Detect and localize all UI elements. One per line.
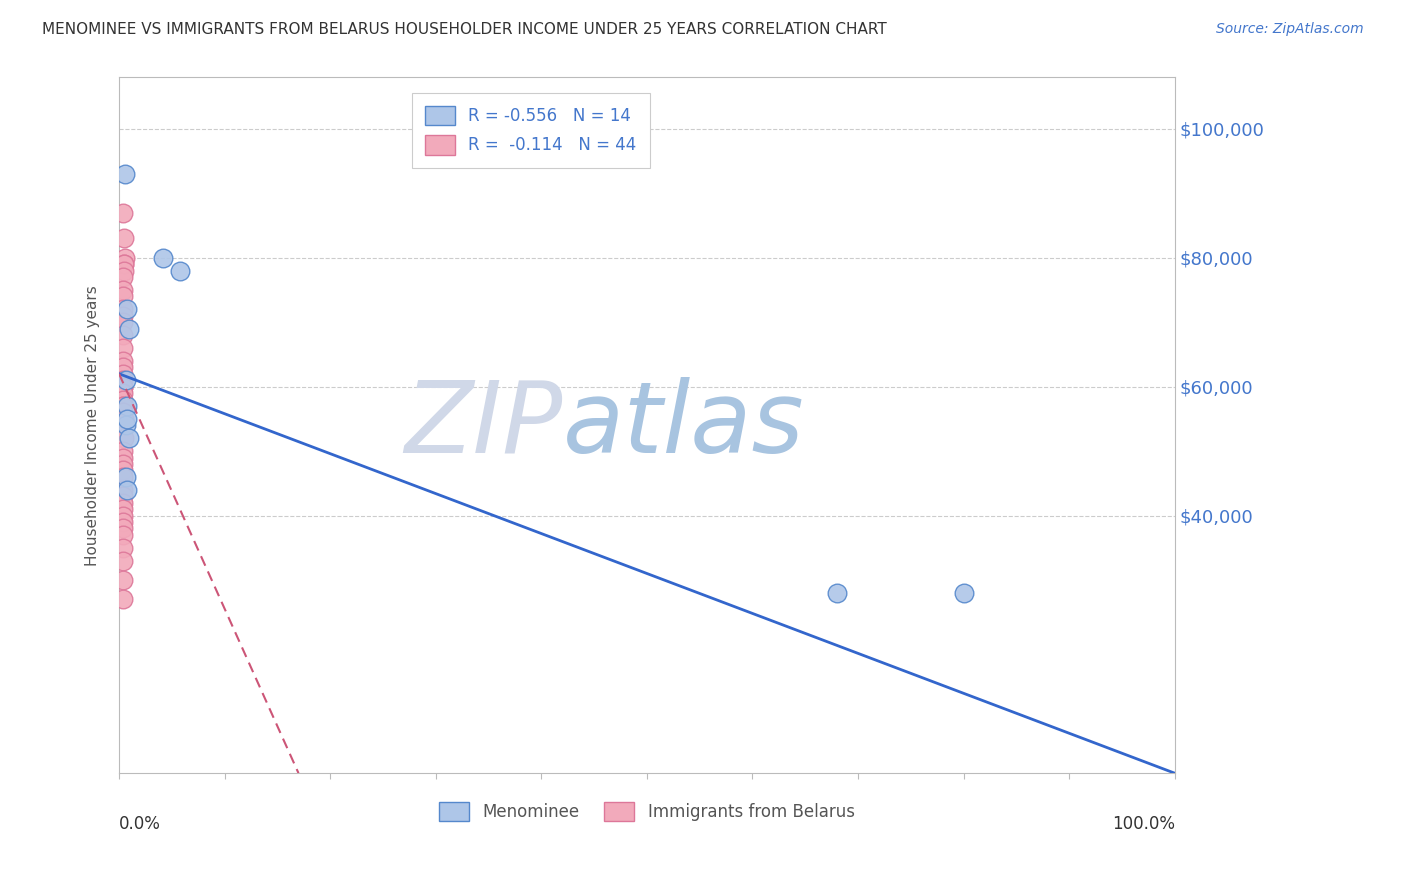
Point (117, 302, 139, 317)
Point (112, 553, 135, 567)
Point (112, 515, 135, 529)
Point (115, 418, 138, 433)
Point (112, 412, 135, 426)
Point (112, 399, 135, 413)
Point (112, 379, 135, 393)
Point (112, 302, 135, 317)
Point (112, 289, 135, 303)
Point (112, 257, 135, 271)
Legend: Menominee, Immigrants from Belarus: Menominee, Immigrants from Belarus (432, 795, 862, 828)
Point (112, 399, 135, 413)
Point (112, 573, 135, 587)
Point (152, 251, 174, 265)
Point (112, 483, 135, 497)
Point (117, 483, 139, 497)
Point (115, 470, 138, 484)
Point (112, 502, 135, 516)
Point (112, 470, 135, 484)
Point (112, 489, 135, 503)
Point (117, 412, 139, 426)
Point (114, 167, 136, 181)
Y-axis label: Householder Income Under 25 years: Householder Income Under 25 years (86, 285, 100, 566)
Point (112, 360, 135, 375)
Point (112, 508, 135, 523)
Point (112, 521, 135, 535)
Point (117, 399, 139, 413)
Point (117, 321, 139, 335)
Text: atlas: atlas (562, 376, 804, 474)
Point (952, 586, 974, 600)
Point (112, 341, 135, 355)
Point (112, 457, 135, 471)
Point (112, 270, 135, 285)
Point (112, 405, 135, 419)
Point (112, 257, 135, 271)
Point (112, 373, 135, 387)
Text: 0.0%: 0.0% (120, 815, 160, 833)
Point (112, 495, 135, 509)
Point (112, 205, 135, 219)
Point (112, 367, 135, 381)
Point (112, 231, 135, 245)
Point (112, 283, 135, 297)
Point (117, 431, 139, 445)
Point (112, 431, 135, 445)
Text: Source: ZipAtlas.com: Source: ZipAtlas.com (1216, 22, 1364, 37)
Point (112, 528, 135, 542)
Point (112, 354, 135, 368)
Point (112, 309, 135, 323)
Point (115, 373, 138, 387)
Point (112, 386, 135, 401)
Point (114, 251, 136, 265)
Point (112, 444, 135, 458)
Text: ZIP: ZIP (404, 376, 562, 474)
Text: MENOMINEE VS IMMIGRANTS FROM BELARUS HOUSEHOLDER INCOME UNDER 25 YEARS CORRELATI: MENOMINEE VS IMMIGRANTS FROM BELARUS HOU… (42, 22, 887, 37)
Point (112, 379, 135, 393)
Point (112, 263, 135, 277)
Point (112, 392, 135, 407)
Point (112, 592, 135, 607)
Point (169, 263, 191, 277)
Text: 100.0%: 100.0% (1112, 815, 1175, 833)
Point (112, 463, 135, 477)
Point (112, 315, 135, 329)
Point (825, 586, 848, 600)
Point (112, 450, 135, 465)
Point (112, 328, 135, 343)
Point (112, 541, 135, 555)
